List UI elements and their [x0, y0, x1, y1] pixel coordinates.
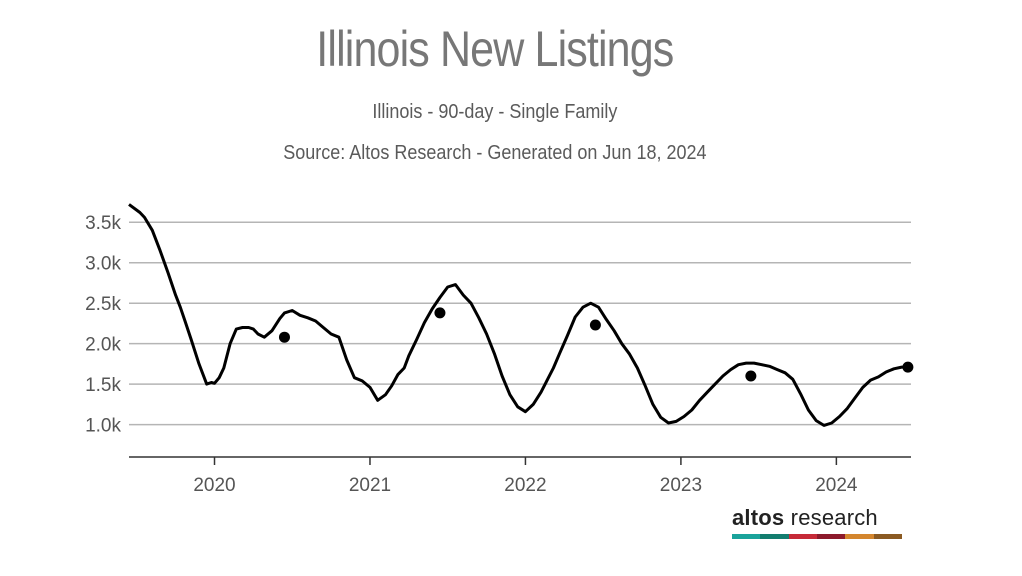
series-markers [278, 307, 914, 382]
logo-bar-segment [873, 534, 902, 539]
data-marker [434, 307, 446, 319]
logo-bar-segment [732, 534, 761, 539]
logo-bar-segment [788, 534, 817, 539]
grid-lines [129, 221, 911, 426]
logo-bar-segment [845, 534, 874, 539]
x-tick-label: 2024 [815, 475, 858, 496]
data-marker [902, 361, 914, 373]
x-axis-ticks: 2020 2021 2022 2023 2024 [193, 457, 858, 496]
y-tick-label: 3.0k [85, 254, 121, 275]
logo-bar-segment [816, 534, 846, 539]
y-tick-label: 1.5k [85, 375, 121, 396]
y-axis-ticks: 1.0k 1.5k 2.0k 2.5k 3.0k 3.5k [85, 213, 121, 436]
data-marker [589, 319, 601, 331]
y-tick-label: 1.0k [85, 416, 121, 437]
x-tick-label: 2022 [504, 475, 546, 496]
chart-source: Source: Altos Research - Generated on Ju… [283, 142, 707, 164]
x-tick-label: 2021 [349, 475, 391, 496]
data-marker [745, 370, 757, 382]
y-tick-label: 2.0k [85, 335, 121, 356]
x-tick-label: 2020 [193, 475, 235, 496]
y-tick-label: 2.5k [85, 294, 121, 315]
y-tick-label: 3.5k [85, 213, 121, 234]
series-line [128, 203, 908, 427]
data-marker [278, 331, 290, 343]
x-tick-label: 2023 [660, 475, 702, 496]
logo-bar-segment [760, 534, 789, 539]
logo-rest-text: research [784, 505, 878, 530]
logo-bold-text: altos [732, 505, 785, 530]
logo-wordmark: altos research [732, 505, 904, 531]
altos-research-logo: altos research [732, 505, 904, 539]
chart-subtitle: Illinois - 90-day - Single Family [372, 101, 618, 123]
chart-title: Illinois New Listings [316, 21, 674, 77]
logo-color-bar [732, 534, 902, 539]
